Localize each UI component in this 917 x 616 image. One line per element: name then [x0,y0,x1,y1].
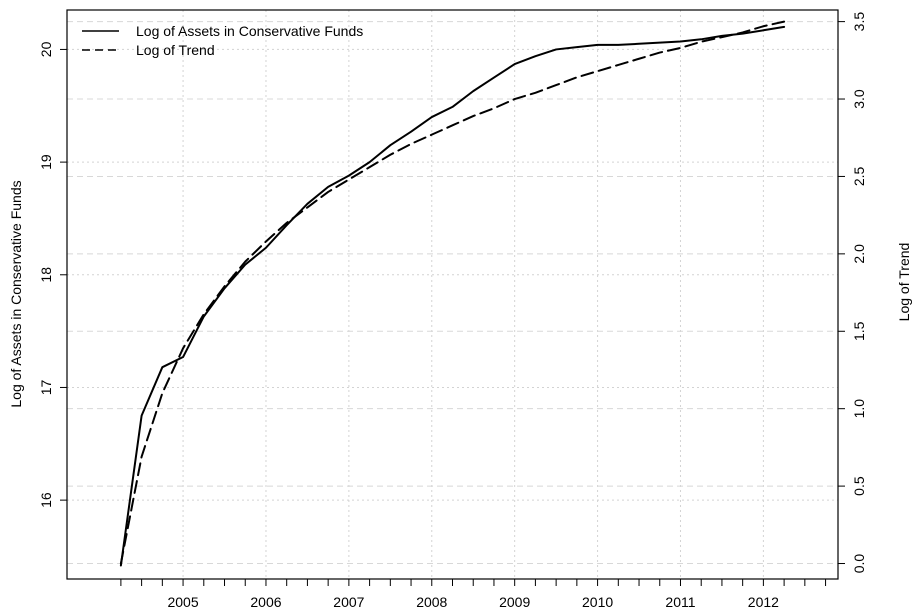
y-tick-label-right-0: 0.0 [851,554,867,574]
x-tick-label-4: 2009 [499,594,530,610]
y-tick-label-left-1: 17 [38,379,54,395]
x-tick-label-2: 2007 [333,594,364,610]
y-tick-label-right-3: 1.5 [851,321,867,341]
series-line-assets [119,25,786,567]
y-axis-label-right: Log of Trend [896,243,912,322]
x-tick-label-5: 2010 [582,594,613,610]
x-tick-label-3: 2008 [416,594,447,610]
series-layer [119,20,786,567]
series-line-trend [119,20,786,565]
legend: Log of Assets in Conservative Funds Log … [82,23,363,58]
x-tick-label-0: 2005 [167,594,198,610]
grid-layer [67,10,838,579]
x-tick-label-7: 2012 [748,594,779,610]
y-tick-label-left-4: 20 [38,41,54,57]
y-tick-label-right-7: 3.5 [851,12,867,32]
x-tick-label-1: 2006 [250,594,281,610]
legend-label-trend: Log of Trend [136,42,215,58]
y-tick-label-left-3: 19 [38,154,54,170]
y-tick-label-right-6: 3.0 [851,89,867,109]
axis-layer: 2005 2006 2007 2008 2009 2010 2011 2012 16 17 18 19… [38,12,867,610]
legend-label-assets: Log of Assets in Conservative Funds [136,23,363,39]
y-tick-label-right-5: 2.5 [851,167,867,187]
y-tick-label-right-4: 2.0 [851,244,867,264]
y-tick-label-right-1: 0.5 [851,476,867,496]
y-tick-label-right-2: 1.0 [851,399,867,419]
x-tick-label-6: 2011 [665,594,695,610]
y-tick-label-left-2: 18 [38,267,54,283]
y-axis-label-left: Log of Assets in Conservative Funds [8,180,24,407]
y-tick-label-left-0: 16 [38,492,54,508]
